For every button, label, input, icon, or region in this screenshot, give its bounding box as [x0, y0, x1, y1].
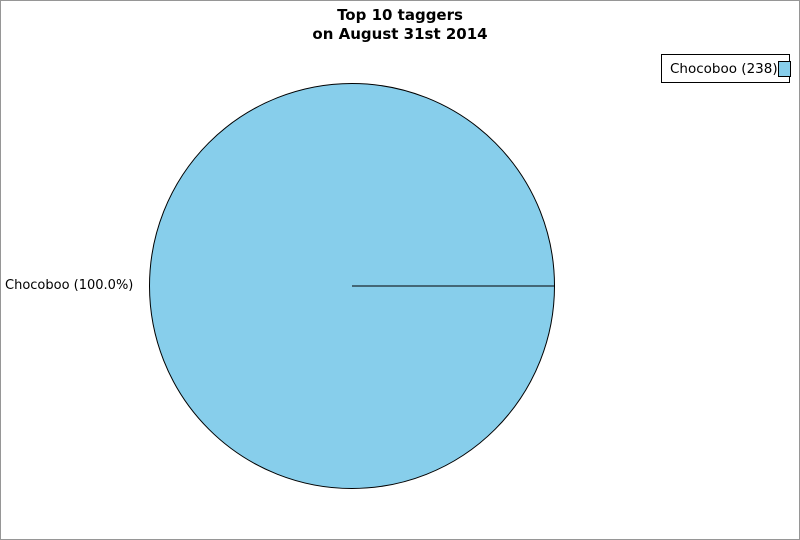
- legend-entry-label: Chocoboo (238): [670, 60, 778, 77]
- chart-title-line2: on August 31st 2014: [312, 25, 488, 43]
- pie-slice-label: Chocoboo (100.0%): [5, 278, 134, 293]
- legend-box: Chocoboo (238): [661, 54, 791, 83]
- chart-title: Top 10 taggers on August 31st 2014: [1, 6, 799, 44]
- legend-swatch-icon: [777, 60, 791, 77]
- chart-title-line1: Top 10 taggers: [337, 6, 463, 24]
